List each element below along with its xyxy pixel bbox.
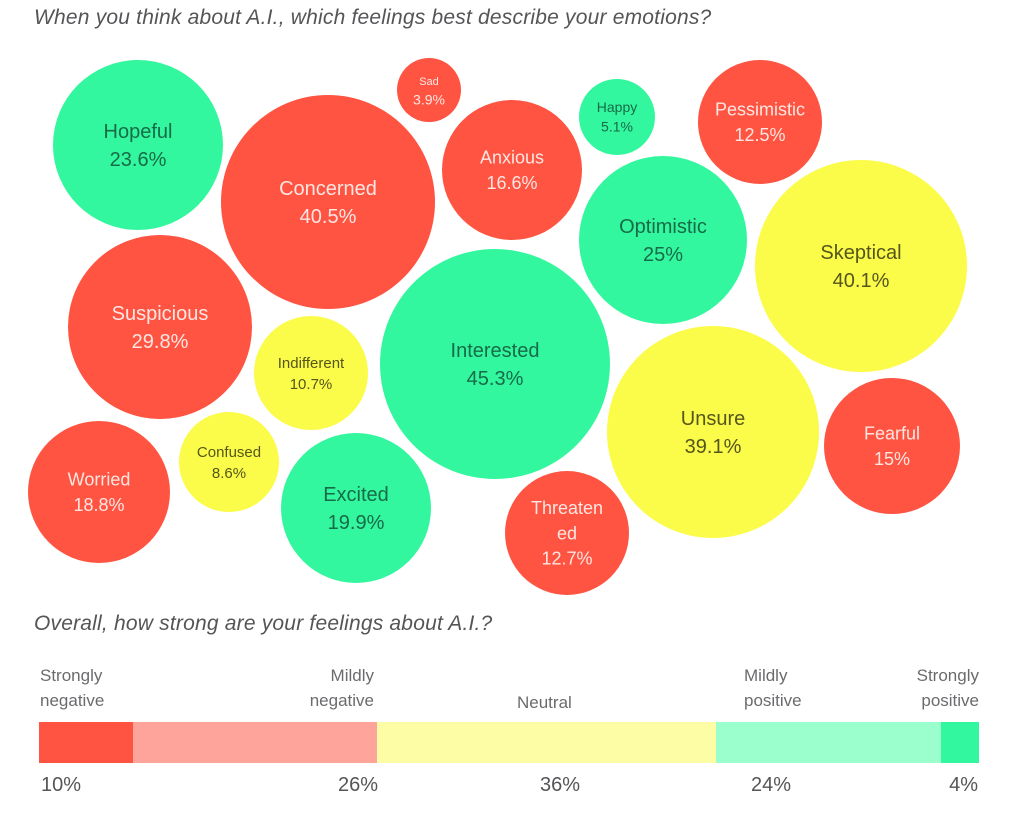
bubble-value: 40.1% [833,270,890,292]
bubble-circle [221,95,435,309]
bubble-label: Excited [323,484,389,506]
bubble-threatened: Threaten ed 12.7% [505,471,629,595]
bubble-label: Optimistic [619,216,707,238]
pct-strongly-positive: 4% [949,774,978,796]
bubble-label: Concerned [279,178,377,200]
bubble-circle [28,421,170,563]
bubble-value: 16.6% [486,173,537,193]
bubble-skeptical: Skeptical 40.1% [755,160,967,372]
scale-label-strongly-positive: Strongly positive [917,663,979,713]
bubble-value: 3.9% [413,92,445,108]
bubble-label: Threaten [531,498,603,518]
bubble-label: Hopeful [104,121,173,143]
pct-neutral: 36% [540,774,581,796]
bubble-suspicious: Suspicious 29.8% [68,235,252,419]
bubble-pessimistic: Pessimistic 12.5% [698,60,822,184]
bubble-label: Anxious [480,148,544,168]
bubble-label: Interested [451,340,540,362]
bubble-label: Fearful [864,424,920,444]
bubble-value: 8.6% [212,465,246,482]
bubble-value: 19.9% [328,512,385,534]
scale-label-strongly-negative: Strongly negative [40,663,104,713]
bubble-excited: Excited 19.9% [281,433,431,583]
bubble-worried: Worried 18.8% [28,421,170,563]
bubble-circle [755,160,967,372]
bubble-label: Happy [597,99,637,115]
bubble-interested: Interested 45.3% [380,249,610,479]
bubble-label: Skeptical [820,242,901,264]
scale-label-line2: positive [921,691,979,710]
bar-segment-mildly-positive [715,722,942,763]
bubble-value: 12.5% [734,125,785,145]
scale-label-line2: Neutral [517,693,572,712]
bubble-value: 23.6% [110,149,167,171]
bubble-circle [442,100,582,240]
scale-label-line2: negative [40,691,105,710]
bubble-circle [579,156,747,324]
bubble-value: 18.8% [73,495,124,515]
bubble-label: Suspicious [112,303,209,325]
bubble-indifferent: Indifferent 10.7% [254,316,368,430]
bubble-value: 39.1% [685,436,742,458]
bubble-circle [380,249,610,479]
bar-segment-strongly-negative [39,722,133,763]
bubble-circle [281,433,431,583]
bubble-circle [254,316,368,430]
bar-segment-neutral [377,722,716,763]
bubble-circle [53,60,223,230]
bubble-unsure: Unsure 39.1% [607,326,819,538]
bubble-circle [397,58,461,122]
bubble-label: Pessimistic [715,100,805,120]
bubble-value: 12.7% [541,549,592,569]
scale-label-line2: positive [744,691,802,710]
bubble-anxious: Anxious 16.6% [442,100,582,240]
bubble-circle [179,412,279,512]
bubble-concerned: Concerned 40.5% [221,95,435,309]
bubble-optimistic: Optimistic 25% [579,156,747,324]
bubble-label: Unsure [681,408,745,430]
bubble-value: 15% [874,449,910,469]
bubble-hopeful: Hopeful 23.6% [53,60,223,230]
scale-label-mildly-positive: Mildly positive [744,663,802,713]
scale-label-line1: Strongly [916,666,979,685]
pct-strongly-negative: 10% [41,774,82,796]
bubble-happy: Happy 5.1% [579,79,655,155]
bar-segment-mildly-negative [133,722,378,763]
scale-label-line2: negative [309,691,374,710]
bubble-circle [698,60,822,184]
bubble-value: 45.3% [467,368,524,390]
feelings-strength-bar [39,722,979,763]
bubble-fearful: Fearful 15% [824,378,960,514]
bubble-circle [607,326,819,538]
emotion-bubble-chart: Hopeful23.6%Concerned40.5%Sad3.9%Anxious… [28,58,967,595]
scale-label-neutral: Neutral [517,690,572,715]
bubble-label: Worried [68,470,131,490]
bubble-label: Sad [419,76,439,88]
bubble-label: ed [557,523,577,543]
bubble-sad: Sad 3.9% [397,58,461,122]
bubble-value: 25% [643,244,683,266]
scale-label-mildly-negative: Mildly negative [310,663,374,713]
feelings-strength-title: Overall, how strong are your feelings ab… [34,612,493,635]
pct-mildly-negative: 26% [337,774,378,796]
bubble-value: 5.1% [601,119,633,135]
bubble-circle [68,235,252,419]
scale-label-line1: Mildly [330,666,374,685]
bubble-confused: Confused 8.6% [179,412,279,512]
bubble-label: Indifferent [278,355,345,372]
bubble-value: 10.7% [290,376,333,393]
scale-label-line1: Mildly [744,666,788,685]
bubble-circle [824,378,960,514]
scale-label-line1: Strongly [40,666,103,685]
bar-segment-strongly-positive [941,722,979,763]
bubble-value: 29.8% [132,331,189,353]
bubble-chart-title: When you think about A.I., which feeling… [34,6,712,29]
bubble-value: 40.5% [300,206,357,228]
bubble-circle [579,79,655,155]
bubble-label: Confused [197,444,261,461]
bubble-circle [505,471,629,595]
pct-mildly-positive: 24% [751,774,792,796]
